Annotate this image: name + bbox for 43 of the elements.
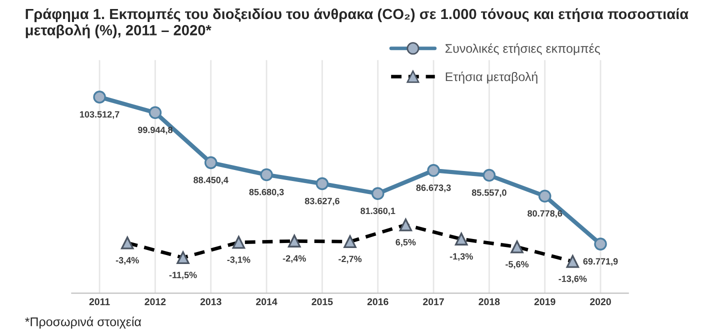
data-label: -2,7%	[338, 256, 362, 264]
data-label: 6,5%	[396, 239, 416, 247]
data-label: -3,4%	[116, 257, 139, 265]
chart-title: Γράφημα 1. Εκπομπές του διοξειδίου του άνθρακα (CO₂) σε 1.000 τόνους και ετήσια ποσοστιαία μεταβολή (%), 2011 – 2020*	[26, 8, 688, 38]
x-tick-label: 2020	[590, 298, 611, 306]
data-label: 83.627,6	[304, 198, 340, 206]
point	[93, 90, 106, 104]
data-label: 69.771,9	[583, 258, 618, 266]
legend-label: Συνολικές ετήσιες εκπομπές	[446, 43, 600, 56]
data-label: 86.673,3	[416, 184, 451, 192]
point	[594, 238, 607, 250]
data-label: -3,1%	[227, 256, 250, 264]
data-label: -2,4%	[282, 255, 306, 263]
x-tick-label: 2013	[200, 298, 222, 306]
x-tick-label: 2016	[367, 298, 388, 306]
data-label: -11,5%	[169, 272, 197, 280]
point	[204, 156, 218, 170]
point	[427, 164, 440, 177]
legend-label: Ετήσια μεταβολή	[446, 72, 538, 84]
data-label: -13,6%	[558, 276, 587, 284]
data-label: 85.557,0	[472, 189, 506, 198]
text: *Προσωρινά στοιχεία	[25, 316, 142, 329]
data-label: -5,6%	[506, 261, 529, 269]
data-label: 80.778,6	[528, 210, 562, 218]
x-tick-label: 2019	[534, 298, 556, 306]
x-tick-label: 2011	[89, 298, 110, 306]
x-tick-label: 2018	[478, 298, 500, 306]
point	[482, 168, 496, 182]
data-label: 103.512,7	[80, 111, 120, 119]
x-tick-label: 2017	[423, 298, 444, 306]
data-label: 81.360,1	[360, 208, 396, 216]
point	[538, 190, 552, 202]
point	[260, 168, 273, 182]
point	[316, 177, 329, 190]
x-tick-label: 2014	[256, 298, 278, 306]
data-label: 99.944,8	[138, 126, 172, 134]
point	[148, 106, 162, 119]
data-label: -1,3%	[450, 253, 473, 261]
data-label: 88.450,4	[194, 176, 228, 185]
x-tick-label: 2015	[312, 298, 333, 306]
point	[371, 187, 384, 200]
data-label: 85.680,3	[249, 188, 284, 197]
x-tick-label: 2012	[144, 298, 166, 306]
